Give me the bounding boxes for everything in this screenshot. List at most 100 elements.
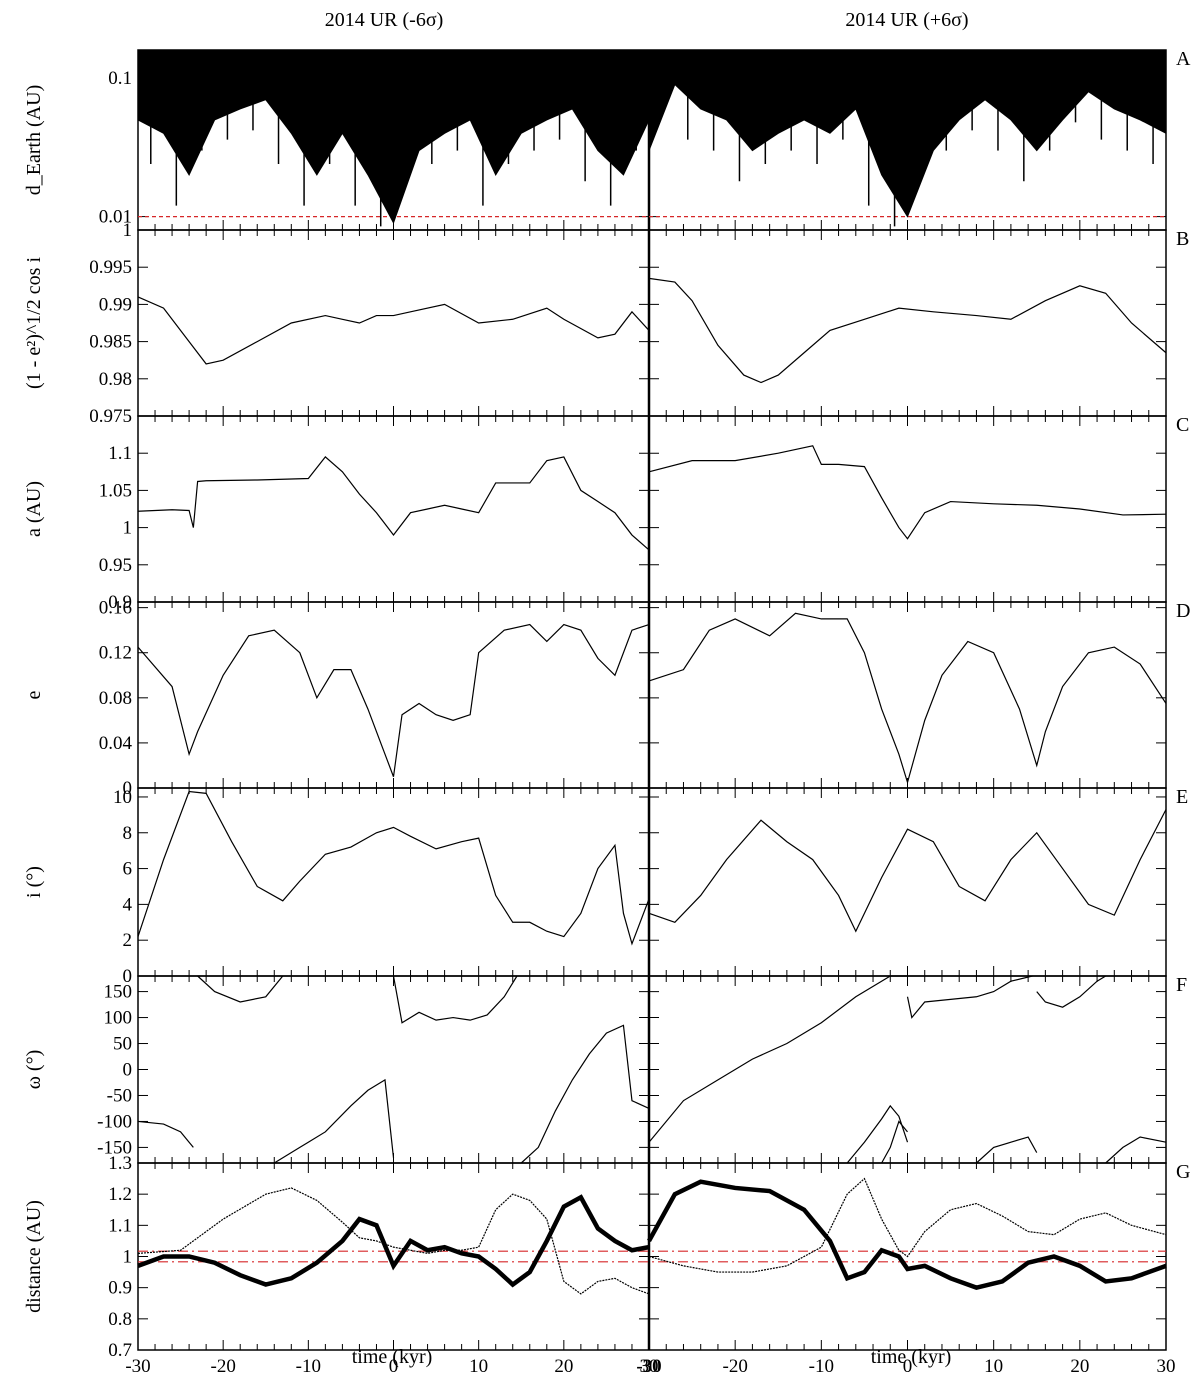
y-tick-label: 1.3 (108, 1153, 132, 1174)
panel-c: C 1.1 1.05 1 0.95 0.9 a (AU) (23, 414, 1189, 613)
y-tick-label: 150 (104, 982, 133, 1003)
y-tick-label: 0.01 (99, 207, 132, 228)
x-tick-label: 10 (984, 1356, 1003, 1374)
y-axis-label: e (23, 690, 45, 699)
series-right-line-10 (976, 1136, 1038, 1164)
panel-frame (137, 415, 1167, 603)
y-tick-label: 10 (113, 787, 132, 808)
panel-letter: G (1176, 1161, 1190, 1183)
panel-d: D 0.16 0.12 0.08 0.04 0 e (23, 598, 1190, 799)
y-tick-label: 6 (123, 859, 133, 880)
y-tick-label: 0.12 (99, 643, 132, 664)
y-tick-label: 0.7 (108, 1340, 132, 1361)
right-x-axis-label: time (kyr) (871, 1346, 952, 1368)
y-axis-label: i (°) (23, 866, 45, 898)
x-tick-label: 20 (554, 1356, 573, 1374)
series-left-line-3 (392, 975, 518, 1024)
y-tick-label: 0.8 (108, 1309, 132, 1330)
series-left-line-4 (520, 1024, 650, 1164)
y-tick-label: 0.99 (99, 294, 132, 315)
panel-letter: B (1176, 228, 1189, 250)
x-tick-label: -20 (723, 1356, 748, 1374)
panel-a: A 0.1 0.01 d_Earth (AU) (23, 48, 1191, 231)
y-tick-label: 0.985 (89, 332, 132, 353)
series-right-line-7 (846, 1104, 909, 1164)
left-x-axis-label: time (kyr) (352, 1346, 433, 1368)
y-tick-label: 1.2 (108, 1184, 132, 1205)
y-axis-label: (1 - e²)^1/2 cos i (23, 257, 45, 389)
y-tick-label: 0.04 (99, 733, 133, 754)
y-tick-label: 0.08 (99, 688, 132, 709)
panel-b: B 1 0.995 0.99 0.985 0.98 0.975 (1 - e²)^1/2 co… (23, 220, 1189, 427)
series-left-line-0 (137, 1187, 650, 1295)
series-right-line-8 (906, 975, 1033, 1019)
panels: A0.10.01d_Earth (AU)B10.9950.990.9850.98… (23, 48, 1191, 1374)
y-tick-label: 0.995 (89, 257, 132, 278)
y-axis-label: d_Earth (AU) (23, 85, 45, 196)
panel-frame (137, 787, 1167, 977)
y-tick-label: -100 (97, 1111, 132, 1132)
panel-frame (137, 601, 1167, 789)
panel-letter: A (1176, 48, 1191, 70)
series-right-line-5 (648, 975, 908, 1143)
series-right-line-1 (648, 809, 1167, 933)
x-tick-label: 20 (1070, 1356, 1089, 1374)
y-tick-label: 8 (123, 823, 133, 844)
y-tick-label: -150 (97, 1137, 132, 1158)
y-tick-label: 0.9 (108, 1278, 132, 1299)
series-right-line-11 (1105, 1136, 1167, 1164)
x-tick-label: -30 (636, 1356, 661, 1374)
y-tick-label: 0.95 (99, 555, 132, 576)
x-tick-label: 30 (640, 1356, 659, 1374)
panel-letter: F (1176, 974, 1187, 996)
y-tick-label: 1 (123, 1247, 133, 1268)
x-tick-label: -30 (125, 1356, 150, 1374)
y-tick-label: 2 (123, 930, 133, 951)
y-tick-label: 100 (104, 1008, 133, 1029)
series-left-line-0 (137, 623, 650, 777)
series-left-line-1 (137, 1194, 650, 1288)
series-right-line-1 (648, 612, 1167, 785)
x-tick-label: -10 (809, 1356, 834, 1374)
y-tick-label: 1.1 (108, 1215, 132, 1236)
y-tick-label: 0.975 (89, 406, 132, 427)
series-left-line-1 (197, 975, 284, 1003)
series-left-line-2 (273, 1078, 395, 1164)
y-tick-label: 4 (123, 894, 133, 915)
y-tick-label: 1 (123, 518, 133, 539)
series-left-line-0 (137, 456, 650, 551)
series-left-line-0 (137, 296, 650, 365)
series-right-band (648, 49, 1167, 218)
x-tick-label: 0 (903, 1356, 913, 1374)
y-tick-label: 1.05 (99, 480, 132, 501)
series-right-line-9 (1036, 975, 1106, 1008)
series-left-line-0 (137, 790, 650, 946)
y-tick-label: 0 (123, 778, 133, 799)
x-tick-label: -20 (211, 1356, 236, 1374)
y-tick-label: 0.98 (99, 369, 132, 390)
y-axis-label: ω (°) (23, 1050, 45, 1089)
y-tick-label: 1.1 (108, 443, 132, 464)
series-right-line-6 (881, 1120, 908, 1164)
series-left-band (137, 49, 650, 225)
x-tick-label: 10 (469, 1356, 488, 1374)
y-tick-label: 0.9 (108, 592, 132, 613)
y-axis-label: distance (AU) (23, 1200, 45, 1313)
panel-f: F 150 100 50 0 -50 -100 -150 ω (°) (23, 974, 1187, 1164)
x-tick-label: -10 (296, 1356, 321, 1374)
right-column-title: 2014 UR (+6σ) (845, 9, 968, 31)
panel-e: E 10 8 6 4 2 0 i (°) (23, 786, 1188, 987)
series-right-line-2 (648, 1177, 1167, 1273)
y-tick-label: -50 (107, 1085, 132, 1106)
panel-letter: D (1176, 600, 1190, 622)
series-right-line-1 (648, 277, 1167, 384)
panel-letter: E (1176, 786, 1188, 808)
y-tick-label: 0.1 (108, 68, 132, 89)
series-right-line-3 (647, 1179, 1167, 1291)
x-tick-label: 30 (1157, 1356, 1176, 1374)
y-tick-label: 50 (113, 1034, 132, 1055)
panel-g: G 1.3 1.2 1.1 1 0.9 0.8 0.7 distance (AU) (23, 1153, 1190, 1361)
left-column-title: 2014 UR (-6σ) (325, 9, 444, 31)
series-right-line-1 (648, 445, 1167, 540)
